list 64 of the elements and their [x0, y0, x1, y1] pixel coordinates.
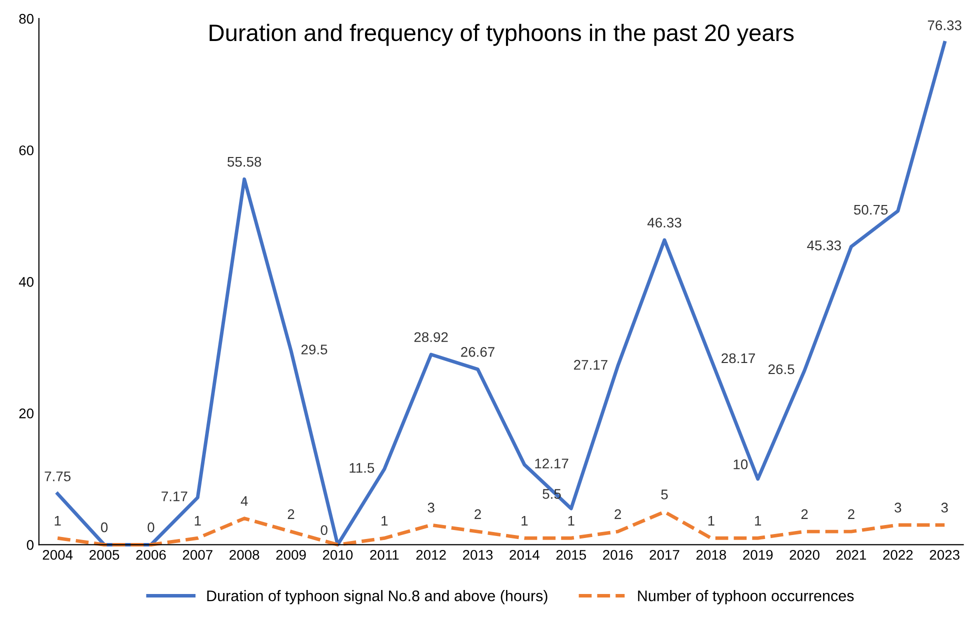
x-tick-label: 2020 [790, 550, 820, 560]
y-tick-label: 60 [19, 145, 34, 156]
data-label: 5 [661, 490, 668, 500]
data-label: 7.75 [44, 472, 71, 482]
x-tick-label: 2010 [322, 550, 353, 560]
data-label: 0 [100, 522, 108, 532]
x-tick-label: 2012 [416, 550, 446, 560]
x-tick-label: 2016 [603, 550, 633, 560]
legend-label: Duration of typhoon signal No.8 and above (hours) [207, 590, 548, 604]
x-tick-label: 2011 [370, 550, 399, 560]
x-tick-label: 2007 [182, 550, 212, 560]
data-label: 10 [734, 459, 748, 470]
data-label: 2 [288, 509, 294, 519]
x-tick-label: 2006 [136, 550, 166, 560]
y-tick-label: 40 [18, 276, 34, 287]
data-label: 7.17 [162, 492, 188, 502]
data-label: 50.75 [854, 204, 888, 215]
x-tick-label: 2015 [556, 550, 586, 560]
data-label: 76.33 [928, 20, 962, 30]
data-label: 28.17 [722, 353, 755, 364]
x-tick-label: 2013 [463, 550, 493, 560]
y-tick-label: 0 [26, 540, 34, 550]
data-label: 3 [941, 502, 948, 513]
data-label: 1 [194, 516, 201, 526]
x-tick-label: 2005 [90, 550, 120, 560]
legend-label: Number of typhoon occurrences [638, 590, 854, 604]
x-tick-label: 2004 [42, 550, 73, 560]
data-label: 26.67 [461, 347, 494, 357]
data-label: 1 [522, 516, 528, 526]
data-label: 3 [428, 502, 434, 513]
data-label: 0 [320, 525, 328, 536]
data-label: 27.17 [574, 360, 608, 370]
data-label: 4 [240, 496, 248, 506]
data-label: 2 [474, 509, 481, 519]
y-tick-label: 80 [19, 14, 34, 24]
data-label: 2 [614, 509, 621, 519]
data-label: 2 [848, 509, 854, 519]
data-label: 1 [755, 516, 762, 526]
data-label: 45.33 [807, 240, 841, 250]
x-tick-label: 2019 [743, 550, 773, 560]
x-tick-label: 2022 [883, 550, 913, 560]
data-label: 1 [708, 516, 714, 526]
data-label: 28.92 [414, 332, 448, 342]
data-label: 1 [382, 516, 388, 526]
data-label: 2 [801, 509, 808, 519]
data-label: 55.58 [228, 156, 262, 167]
data-label: 1 [54, 516, 61, 526]
x-tick-label: 2021 [836, 550, 866, 560]
data-label: 1 [568, 516, 574, 526]
y-tick-label: 20 [19, 408, 34, 418]
x-tick-label: 2018 [696, 550, 726, 560]
x-tick-label: 2009 [276, 550, 306, 560]
data-label: 29.5 [301, 344, 328, 354]
data-label: 11.5 [350, 463, 374, 473]
x-tick-label: 2014 [510, 550, 540, 560]
data-label: 12.17 [535, 458, 568, 468]
data-label: 46.33 [647, 218, 682, 228]
x-tick-label: 2023 [930, 550, 960, 560]
data-label: 0 [148, 522, 154, 532]
chart-title: Duration and frequency of typhoons in the past 20 years [210, 24, 794, 46]
x-tick-label: 2017 [650, 550, 680, 560]
x-tick-label: 2008 [230, 550, 260, 560]
data-label: 3 [894, 502, 902, 513]
data-label: 26.5 [768, 364, 794, 374]
